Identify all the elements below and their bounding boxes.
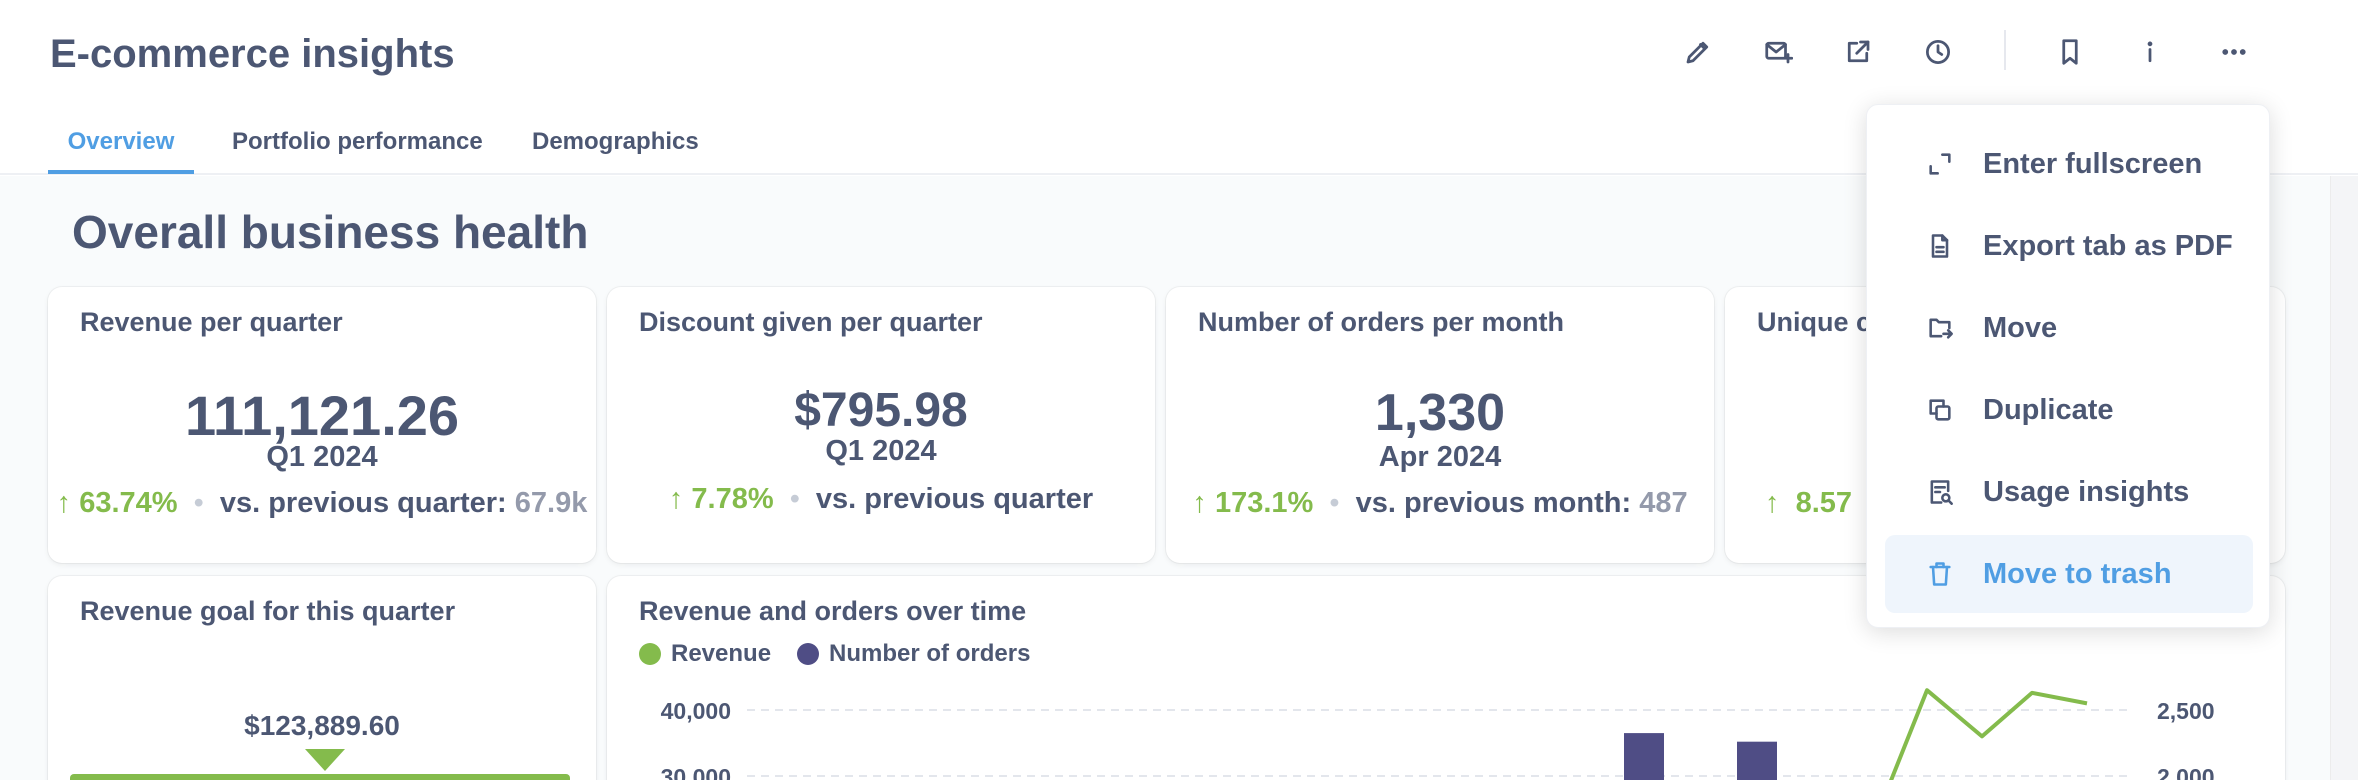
trash-icon (1925, 559, 1955, 589)
compare-label: vs. previous quarter: (219, 487, 507, 519)
orders-bar (1624, 733, 1664, 780)
kpi-comparison: ↑ 63.74% • vs. previous quarter: 67.9k (48, 487, 596, 520)
legend-label: Number of orders (829, 640, 1031, 667)
kpi-card-orders[interactable]: Number of orders per month 1,330 Apr 202… (1166, 287, 1714, 563)
separator-dot: • (193, 487, 204, 519)
menu-item-move-to-trash[interactable]: Move to trash (1885, 535, 2253, 613)
menu-item-duplicate[interactable]: Duplicate (1885, 371, 2253, 449)
card-title: Unique c (1757, 307, 1872, 337)
legend-item-orders[interactable]: Number of orders (797, 640, 1030, 668)
chart-legend: Revenue Number of orders (639, 640, 1056, 668)
kpi-period: Q1 2024 (266, 441, 378, 473)
goal-progress-bar (70, 774, 570, 780)
history-icon (1926, 40, 1950, 64)
kpi-comparison: ↑ 7.78% • vs. previous quarter (607, 483, 1155, 516)
menu-item-enter-fullscreen[interactable]: Enter fullscreen (1885, 125, 2253, 203)
scrollbar[interactable] (2330, 176, 2358, 780)
separator-dot: • (789, 483, 800, 515)
separator-dot: • (1329, 487, 1340, 519)
kpi-card-discount[interactable]: Discount given per quarter $795.98 Q1 20… (607, 287, 1155, 563)
subscriptions-button[interactable] (1754, 28, 1802, 76)
history-button[interactable] (1914, 28, 1962, 76)
legend-swatch (639, 643, 661, 665)
menu-item-move[interactable]: Move (1885, 289, 2253, 367)
legend-label: Revenue (671, 640, 772, 667)
left-axis-tick-label: 30,000 (661, 764, 731, 780)
kpi-value: 111,121.26 (184, 384, 460, 447)
card-title: Revenue goal for this quarter (80, 596, 456, 626)
card-title: Discount given per quarter (639, 307, 983, 337)
info-icon (2147, 41, 2153, 63)
legend-swatch (797, 643, 820, 665)
share-button[interactable] (1834, 28, 1882, 76)
right-axis-tick-label: 2,000 (2157, 764, 2215, 780)
kpi-change: 7.78% (691, 483, 774, 515)
section-heading: Overall business health (72, 206, 589, 258)
bookmark-button[interactable] (2046, 28, 2094, 76)
info-button[interactable] (2126, 28, 2174, 76)
pencil-icon (1686, 41, 1709, 64)
tab-overview[interactable]: Overview (48, 118, 194, 174)
kpi-comparison: ↑ 173.1% • vs. previous month: 487 (1166, 487, 1714, 520)
card-title: Number of orders per month (1198, 307, 1565, 337)
revenue-line (1889, 688, 2088, 780)
right-axis-tick-label: 2,500 (2157, 698, 2215, 724)
goal-marker (305, 749, 345, 771)
kpi-period: Q1 2024 (825, 435, 937, 467)
previous-value: 67.9k (514, 487, 588, 519)
menu-item-label: Move (1983, 311, 2058, 344)
more-icon (2222, 49, 2246, 55)
goal-value: $123,889.60 (244, 710, 400, 741)
legend-item-revenue[interactable]: Revenue (639, 640, 771, 668)
duplicate-icon (1925, 395, 1955, 425)
compare-label: vs. previous month: (1355, 487, 1632, 519)
goal-card[interactable]: Revenue goal for this quarter $123,889.6… (48, 576, 596, 780)
kpi-comparison: ↑ 8.57 (1765, 487, 1852, 520)
subscription-icon (1765, 41, 1793, 64)
arrow-up-icon: ↑ (1192, 487, 1207, 519)
tab-portfolio-performance[interactable]: Portfolio performance (232, 128, 483, 155)
menu-item-label: Duplicate (1983, 393, 2114, 426)
menu-item-export-pdf[interactable]: Export tab as PDF (1885, 207, 2253, 285)
usage-insights-icon (1925, 477, 1955, 507)
expand-icon (1925, 149, 1955, 179)
menu-item-label: Export tab as PDF (1983, 229, 2233, 262)
compare-label: vs. previous quarter (815, 483, 1094, 515)
left-axis-tick-label: 40,000 (661, 698, 731, 724)
kpi-change: 8.57 (1795, 487, 1853, 519)
dashboard-title: E-commerce insights (50, 32, 455, 76)
kpi-change: 173.1% (1214, 487, 1314, 519)
kpi-period: Apr 2024 (1378, 441, 1502, 473)
kpi-change: 63.74% (79, 487, 178, 519)
chart-plot: 40,000 30,000 2,500 2,000 (661, 688, 2215, 780)
dashboard-actions-menu: Enter fullscreen Export tab as PDF Move … (1866, 104, 2270, 628)
tab-demographics[interactable]: Demographics (532, 128, 699, 155)
previous-value: 487 (1639, 487, 1688, 519)
menu-item-label: Usage insights (1983, 475, 2190, 508)
move-folder-icon (1925, 313, 1955, 343)
arrow-up-icon: ↑ (668, 483, 684, 515)
kpi-value: $795.98 (794, 384, 968, 437)
orders-bar (1737, 741, 1777, 780)
card-title: Revenue per quarter (80, 307, 343, 337)
toolbar-divider (2004, 30, 2006, 70)
card-title: Revenue and orders over time (639, 596, 1027, 626)
edit-button[interactable] (1674, 28, 1722, 76)
arrow-up-icon: ↑ (56, 487, 72, 519)
bookmark-icon (2062, 39, 2078, 65)
menu-item-label: Move to trash (1983, 557, 2172, 590)
kpi-value: 1,330 (1374, 384, 1506, 442)
share-icon (1847, 40, 1870, 63)
kpi-card-revenue[interactable]: Revenue per quarter 111,121.26 Q1 2024 ↑… (48, 287, 596, 563)
arrow-up-icon: ↑ (1765, 487, 1780, 519)
document-icon (1925, 231, 1955, 261)
menu-item-usage-insights[interactable]: Usage insights (1885, 453, 2253, 531)
menu-item-label: Enter fullscreen (1983, 147, 2203, 180)
dashboard-header: E-commerce insights Overview Portfolio p… (0, 0, 2358, 175)
more-button[interactable] (2210, 28, 2258, 76)
